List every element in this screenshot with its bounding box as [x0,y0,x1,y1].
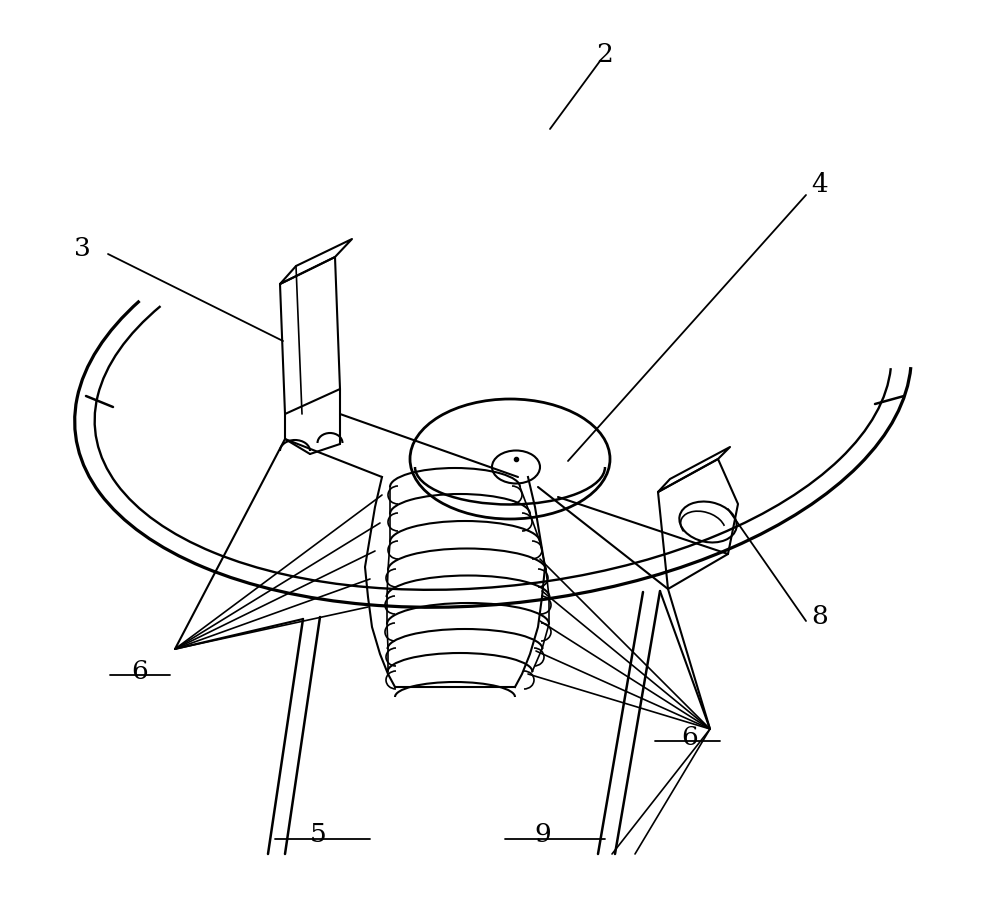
Text: 8: 8 [812,604,828,628]
Text: 5: 5 [310,822,326,847]
Text: 6: 6 [132,659,148,684]
Text: 4: 4 [812,172,828,197]
Text: 6: 6 [682,725,698,749]
Text: 2: 2 [597,42,613,68]
Text: 3: 3 [74,236,90,260]
Text: 9: 9 [535,822,551,847]
